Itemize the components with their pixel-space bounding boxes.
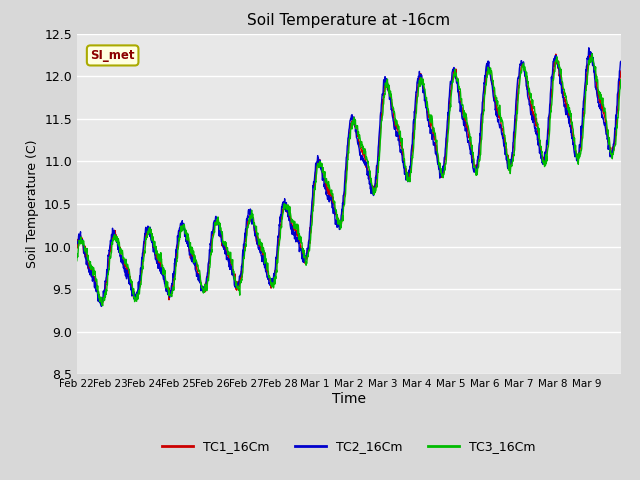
Y-axis label: Soil Temperature (C): Soil Temperature (C) [26, 140, 38, 268]
Text: SI_met: SI_met [90, 49, 135, 62]
X-axis label: Time: Time [332, 392, 366, 406]
Title: Soil Temperature at -16cm: Soil Temperature at -16cm [247, 13, 451, 28]
Legend: TC1_16Cm, TC2_16Cm, TC3_16Cm: TC1_16Cm, TC2_16Cm, TC3_16Cm [157, 435, 540, 458]
